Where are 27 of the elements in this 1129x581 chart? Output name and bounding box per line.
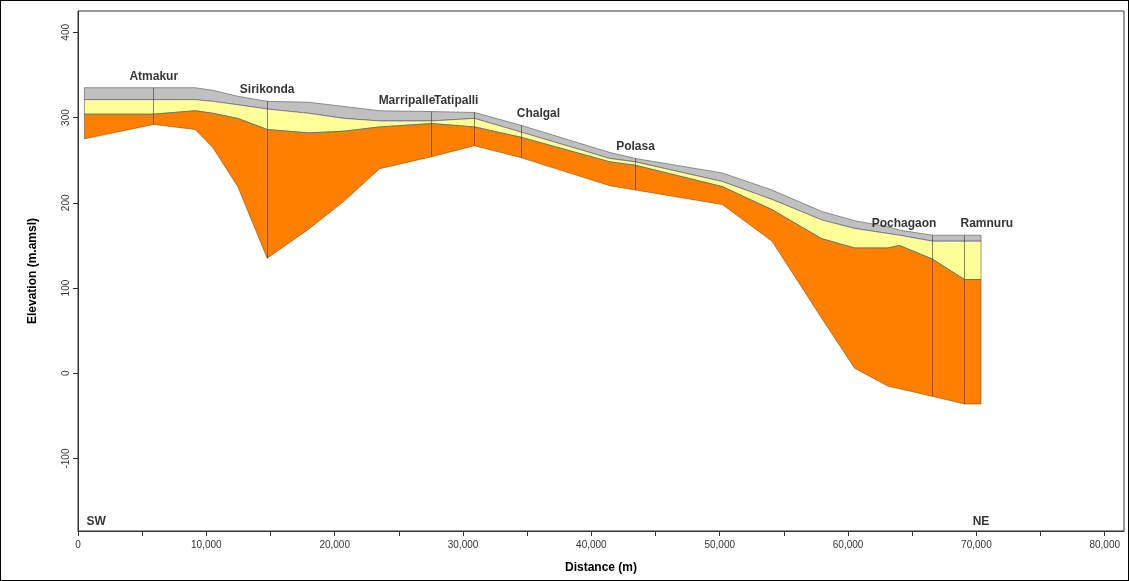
y-tick-label: 400 (59, 23, 71, 41)
annotation: Marripalle (378, 92, 436, 107)
annotation: Tatipalli (434, 93, 479, 108)
annotation: Pochagaon (871, 216, 937, 231)
y-tick-label: 300 (59, 108, 71, 126)
x-axis-title: Distance (m) (564, 560, 638, 574)
y-axis-title: Elevation (m.amsl) (25, 217, 39, 325)
y-tick-label: 200 (59, 194, 71, 212)
x-tick-label: 70,000 (961, 538, 993, 550)
annotation: SW (86, 514, 107, 528)
annotation: NE (972, 514, 990, 528)
x-tick-label: 40,000 (576, 538, 608, 550)
x-tick-label: 0 (75, 538, 82, 550)
annotation: Ramnuru (960, 216, 1014, 231)
y-tick-label: -100 (59, 448, 71, 469)
y-tick-label: 0 (59, 370, 71, 377)
annotation: Sirikonda (239, 82, 295, 97)
annotation: Atmakur (129, 68, 179, 83)
x-tick-label: 10,000 (191, 538, 223, 550)
x-tick-label: 50,000 (704, 538, 736, 550)
x-tick-label: 80,000 (1089, 538, 1121, 550)
x-tick-label: 30,000 (447, 538, 479, 550)
annotation: Chalgal (516, 106, 561, 121)
x-tick-label: 20,000 (319, 538, 351, 550)
x-tick-label: 60,000 (832, 538, 864, 550)
annotation: Polasa (616, 139, 656, 154)
y-tick-label: 100 (59, 279, 71, 297)
